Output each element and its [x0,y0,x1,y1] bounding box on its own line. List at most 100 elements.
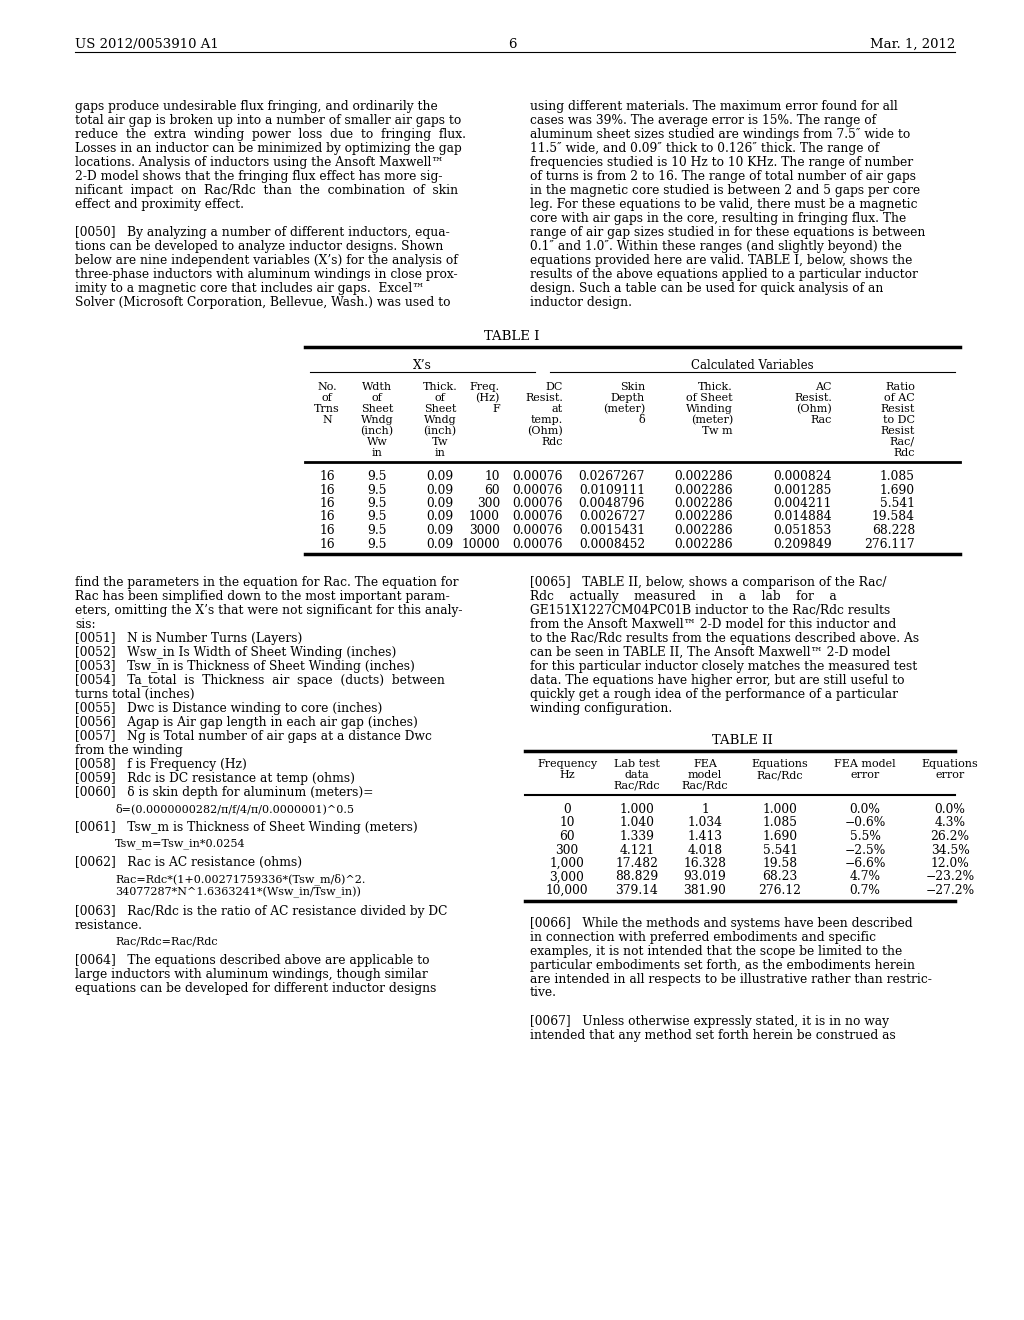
Text: Lab test: Lab test [614,759,659,770]
Text: locations. Analysis of inductors using the Ansoft Maxwell™: locations. Analysis of inductors using t… [75,156,443,169]
Text: of Sheet: of Sheet [686,393,733,403]
Text: Equations: Equations [922,759,978,770]
Text: of turns is from 2 to 16. The range of total number of air gaps: of turns is from 2 to 16. The range of t… [530,170,916,183]
Text: 3,000: 3,000 [550,870,585,883]
Text: [0067]   Unless otherwise expressly stated, it is in no way: [0067] Unless otherwise expressly stated… [530,1015,889,1027]
Text: Tw: Tw [432,437,449,447]
Text: 12.0%: 12.0% [931,857,970,870]
Text: to DC: to DC [883,414,915,425]
Text: Equations: Equations [752,759,808,770]
Text: 381.90: 381.90 [684,884,726,898]
Text: 68.23: 68.23 [763,870,798,883]
Text: 0: 0 [563,803,570,816]
Text: 4.3%: 4.3% [935,817,966,829]
Text: at: at [552,404,563,414]
Text: 0.002286: 0.002286 [675,498,733,510]
Text: turns total (inches): turns total (inches) [75,688,195,701]
Text: DC: DC [546,381,563,392]
Text: model: model [688,770,722,780]
Text: 1.339: 1.339 [620,830,654,843]
Text: 1.413: 1.413 [687,830,723,843]
Text: Trns: Trns [314,404,340,414]
Text: to the Rac/Rdc results from the equations described above. As: to the Rac/Rdc results from the equation… [530,632,920,645]
Text: Solver (Microsoft Corporation, Bellevue, Wash.) was used to: Solver (Microsoft Corporation, Bellevue,… [75,296,451,309]
Text: 0.0048796: 0.0048796 [579,498,645,510]
Text: 60: 60 [484,483,500,496]
Text: particular embodiments set forth, as the embodiments herein: particular embodiments set forth, as the… [530,958,915,972]
Text: 1.000: 1.000 [763,803,798,816]
Text: 0.000824: 0.000824 [773,470,831,483]
Text: Ww: Ww [367,437,387,447]
Text: 16: 16 [319,537,335,550]
Text: [0058]   f is Frequency (Hz): [0058] f is Frequency (Hz) [75,758,247,771]
Text: Sheet: Sheet [424,404,456,414]
Text: US 2012/0053910 A1: US 2012/0053910 A1 [75,38,219,51]
Text: 0.09: 0.09 [426,537,454,550]
Text: from the Ansoft Maxwell™ 2-D model for this inductor and: from the Ansoft Maxwell™ 2-D model for t… [530,618,896,631]
Text: 9.5: 9.5 [368,470,387,483]
Text: [0064]   The equations described above are applicable to: [0064] The equations described above are… [75,954,429,968]
Text: 1.690: 1.690 [880,483,915,496]
Text: Rac/Rdc: Rac/Rdc [757,770,803,780]
Text: tive.: tive. [530,986,557,999]
Text: 0.002286: 0.002286 [675,524,733,537]
Text: 11.5″ wide, and 0.09″ thick to 0.126″ thick. The range of: 11.5″ wide, and 0.09″ thick to 0.126″ th… [530,143,880,154]
Text: of AC: of AC [885,393,915,403]
Text: error: error [935,770,965,780]
Text: 1: 1 [701,803,709,816]
Text: (inch): (inch) [424,426,457,437]
Text: 0.09: 0.09 [426,483,454,496]
Text: 1,000: 1,000 [550,857,585,870]
Text: 0.0008452: 0.0008452 [579,537,645,550]
Text: Wndg: Wndg [424,414,457,425]
Text: 0.00076: 0.00076 [512,483,563,496]
Text: 0.00076: 0.00076 [512,470,563,483]
Text: (Hz): (Hz) [475,393,500,404]
Text: 19.58: 19.58 [763,857,798,870]
Text: cases was 39%. The average error is 15%. The range of: cases was 39%. The average error is 15%.… [530,114,877,127]
Text: 0.002286: 0.002286 [675,511,733,524]
Text: 9.5: 9.5 [368,511,387,524]
Text: Thick.: Thick. [698,381,733,392]
Text: Ratio: Ratio [885,381,915,392]
Text: examples, it is not intended that the scope be limited to the: examples, it is not intended that the sc… [530,945,902,957]
Text: 1.085: 1.085 [880,470,915,483]
Text: 0.00076: 0.00076 [512,498,563,510]
Text: Rac/Rdc=Rac/Rdc: Rac/Rdc=Rac/Rdc [115,936,218,946]
Text: 0.004211: 0.004211 [773,498,831,510]
Text: Tsw_m=Tsw_in*0.0254: Tsw_m=Tsw_in*0.0254 [115,838,246,849]
Text: 0.09: 0.09 [426,498,454,510]
Text: 10,000: 10,000 [546,884,589,898]
Text: 10: 10 [559,817,574,829]
Text: (meter): (meter) [691,414,733,425]
Text: 1.690: 1.690 [763,830,798,843]
Text: [0059]   Rdc is DC resistance at temp (ohms): [0059] Rdc is DC resistance at temp (ohm… [75,772,355,785]
Text: data: data [625,770,649,780]
Text: 0.0026727: 0.0026727 [579,511,645,524]
Text: Rac=Rdc*(1+0.00271759336*(Tsw_m/δ)^2.: Rac=Rdc*(1+0.00271759336*(Tsw_m/δ)^2. [115,873,366,884]
Text: from the winding: from the winding [75,744,182,756]
Text: TABLE I: TABLE I [484,330,540,343]
Text: total air gap is broken up into a number of smaller air gaps to: total air gap is broken up into a number… [75,114,461,127]
Text: 88.829: 88.829 [615,870,658,883]
Text: core with air gaps in the core, resulting in fringing flux. The: core with air gaps in the core, resultin… [530,213,906,224]
Text: 68.228: 68.228 [871,524,915,537]
Text: (inch): (inch) [360,426,393,437]
Text: [0062]   Rac is AC resistance (ohms): [0062] Rac is AC resistance (ohms) [75,855,302,869]
Text: Rdc    actually    measured    in    a    lab    for    a: Rdc actually measured in a lab for a [530,590,837,603]
Text: gaps produce undesirable flux fringing, and ordinarily the: gaps produce undesirable flux fringing, … [75,100,437,114]
Text: 0.00076: 0.00076 [512,537,563,550]
Text: Wdth: Wdth [361,381,392,392]
Text: Depth: Depth [610,393,645,403]
Text: 16: 16 [319,498,335,510]
Text: 0.002286: 0.002286 [675,470,733,483]
Text: 0.0%: 0.0% [935,803,966,816]
Text: frequencies studied is 10 Hz to 10 KHz. The range of number: frequencies studied is 10 Hz to 10 KHz. … [530,156,913,169]
Text: using different materials. The maximum error found for all: using different materials. The maximum e… [530,100,898,114]
Text: 9.5: 9.5 [368,524,387,537]
Text: (meter): (meter) [603,404,645,414]
Text: 0.09: 0.09 [426,524,454,537]
Text: 0.09: 0.09 [426,470,454,483]
Text: 0.002286: 0.002286 [675,537,733,550]
Text: results of the above equations applied to a particular inductor: results of the above equations applied t… [530,268,918,281]
